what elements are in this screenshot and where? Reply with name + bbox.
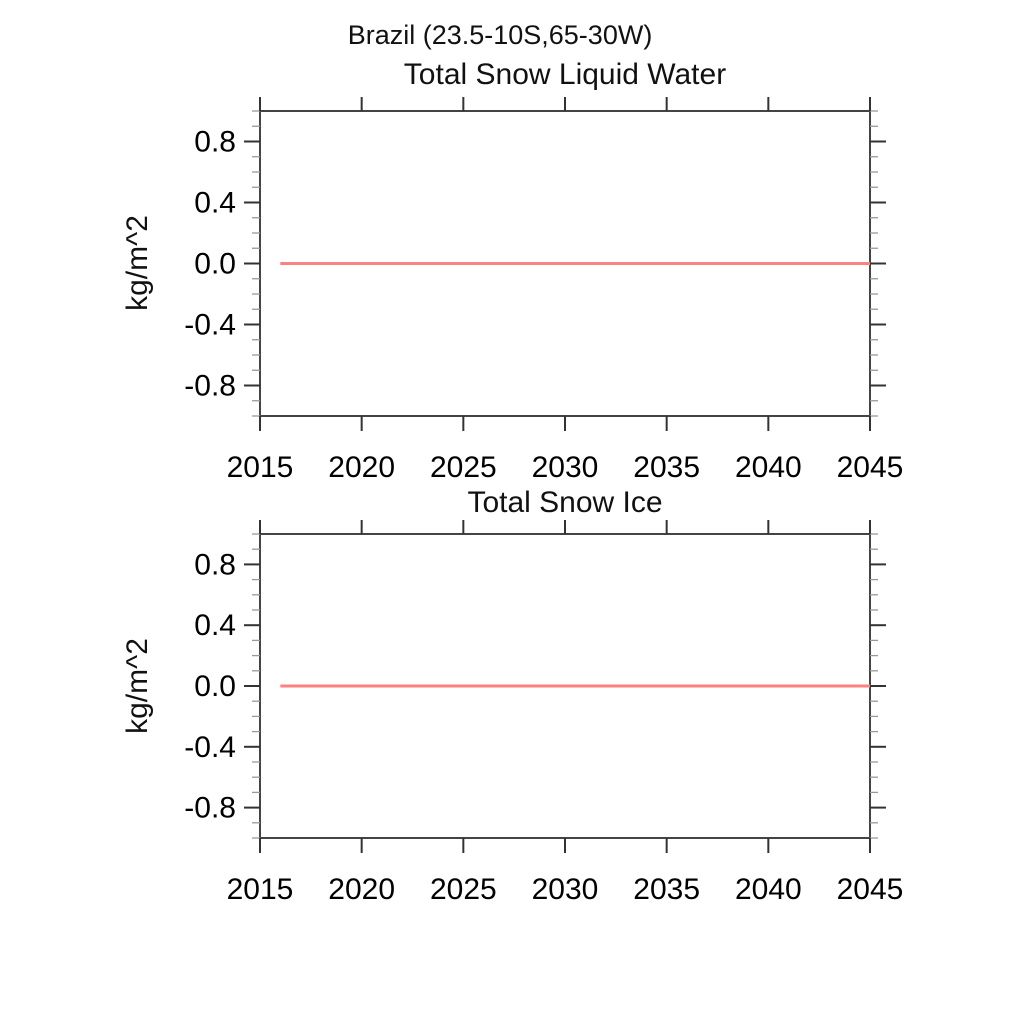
plot-area-total-snow-ice: 0.8 0.4 0.0 -0.4 -0.8 2015 2020 2025 2030 2035 204… [184,520,904,906]
svg-text:2025: 2025 [430,451,497,484]
svg-text:2015: 2015 [227,873,294,906]
svg-text:2020: 2020 [328,451,395,484]
svg-text:2020: 2020 [328,873,395,906]
svg-text:0.0: 0.0 [194,670,236,703]
svg-text:2030: 2030 [532,451,599,484]
svg-text:-0.8: -0.8 [184,792,236,825]
chart-title-total-snow-ice: Total Snow Ice [467,486,663,519]
svg-text:2030: 2030 [532,873,599,906]
svg-text:2015: 2015 [227,451,294,484]
svg-text:2045: 2045 [837,873,904,906]
svg-text:2025: 2025 [430,873,497,906]
svg-text:0.4: 0.4 [194,187,236,220]
svg-text:2035: 2035 [633,451,700,484]
svg-text:0.0: 0.0 [194,248,236,281]
plot-area-total-snow-liquid-water: 0.8 0.4 0.0 -0.4 -0.8 2015 2020 2025 2030 2035 204… [184,97,904,484]
legend: No Obs b.e21.BWSSP245cmip6.f09_g17.CMIP6… [0,915,1024,995]
svg-text:0.4: 0.4 [194,609,236,642]
svg-text:0.8: 0.8 [194,548,236,581]
svg-text:-0.8: -0.8 [184,370,236,403]
svg-text:2045: 2045 [837,451,904,484]
svg-text:-0.4: -0.4 [184,731,236,764]
svg-text:2035: 2035 [633,873,700,906]
svg-text:-0.4: -0.4 [184,309,236,342]
page-title: Brazil (23.5-10S,65-30W) [347,20,653,50]
svg-text:2040: 2040 [735,873,802,906]
svg-text:0.8: 0.8 [194,126,236,159]
chart-title-total-snow-liquid-water: Total Snow Liquid Water [403,58,727,91]
svg-text:2040: 2040 [735,451,802,484]
